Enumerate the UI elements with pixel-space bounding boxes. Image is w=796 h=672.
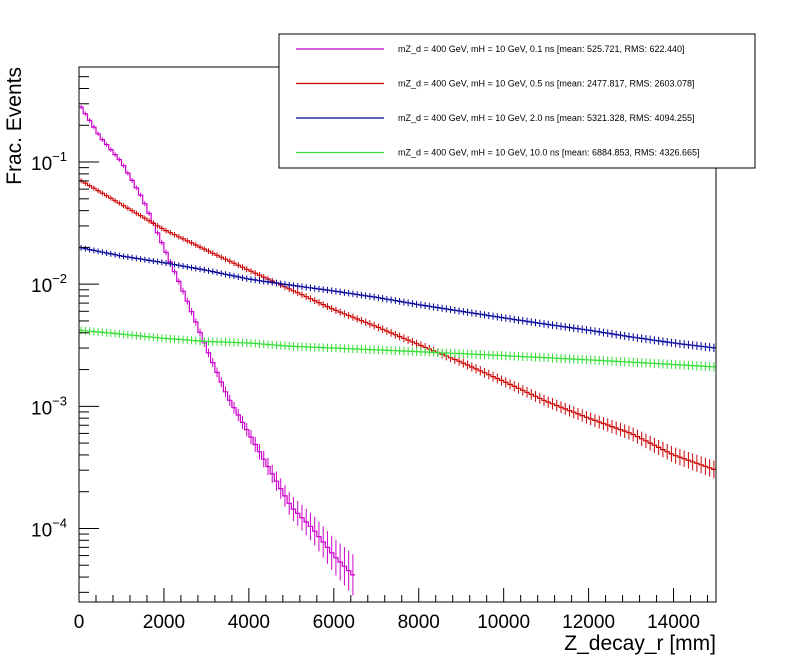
y-tick-label: 10−2 (31, 271, 67, 297)
y-tick-label: 10−3 (31, 393, 67, 419)
legend-entry: mZ_d = 400 GeV, mH = 10 GeV, 10.0 ns [me… (398, 148, 700, 158)
series-line (79, 180, 716, 470)
x-tick-label: 4000 (228, 612, 270, 633)
series-4 (79, 326, 716, 372)
legend-entry: mZ_d = 400 GeV, mH = 10 GeV, 0.1 ns [mea… (398, 44, 685, 54)
x-tick-label: 14000 (647, 612, 700, 633)
series-line (79, 106, 355, 576)
legend-entry: mZ_d = 400 GeV, mH = 10 GeV, 2.0 ns [mea… (398, 113, 695, 123)
legend-box (278, 33, 756, 169)
x-tick-label: 10000 (477, 612, 530, 633)
series-line (79, 329, 716, 368)
x-axis-title: Z_decay_r [mm] (564, 632, 716, 655)
series-1 (79, 104, 355, 596)
x-tick-label: 6000 (313, 612, 355, 633)
series-line (79, 247, 716, 349)
y-axis-title: Frac. Events (3, 67, 26, 185)
x-tick-label: 0 (74, 612, 85, 633)
x-tick-label: 8000 (398, 612, 440, 633)
x-tick-label: 2000 (143, 612, 185, 633)
y-tick-label: 10−1 (31, 149, 67, 175)
y-axis: 10−4 10−3 10−2 10−1 (31, 76, 99, 593)
x-axis: 0 2000 4000 6000 8000 10000 12000 14000 (74, 588, 709, 633)
series-layer (79, 104, 716, 596)
x-tick-label: 12000 (562, 612, 615, 633)
legend-entry: mZ_d = 400 GeV, mH = 10 GeV, 0.5 ns [mea… (398, 79, 695, 89)
legend: mZ_d = 400 GeV, mH = 10 GeV, 0.1 ns [mea… (278, 33, 756, 169)
y-tick-label: 10−4 (31, 515, 67, 541)
